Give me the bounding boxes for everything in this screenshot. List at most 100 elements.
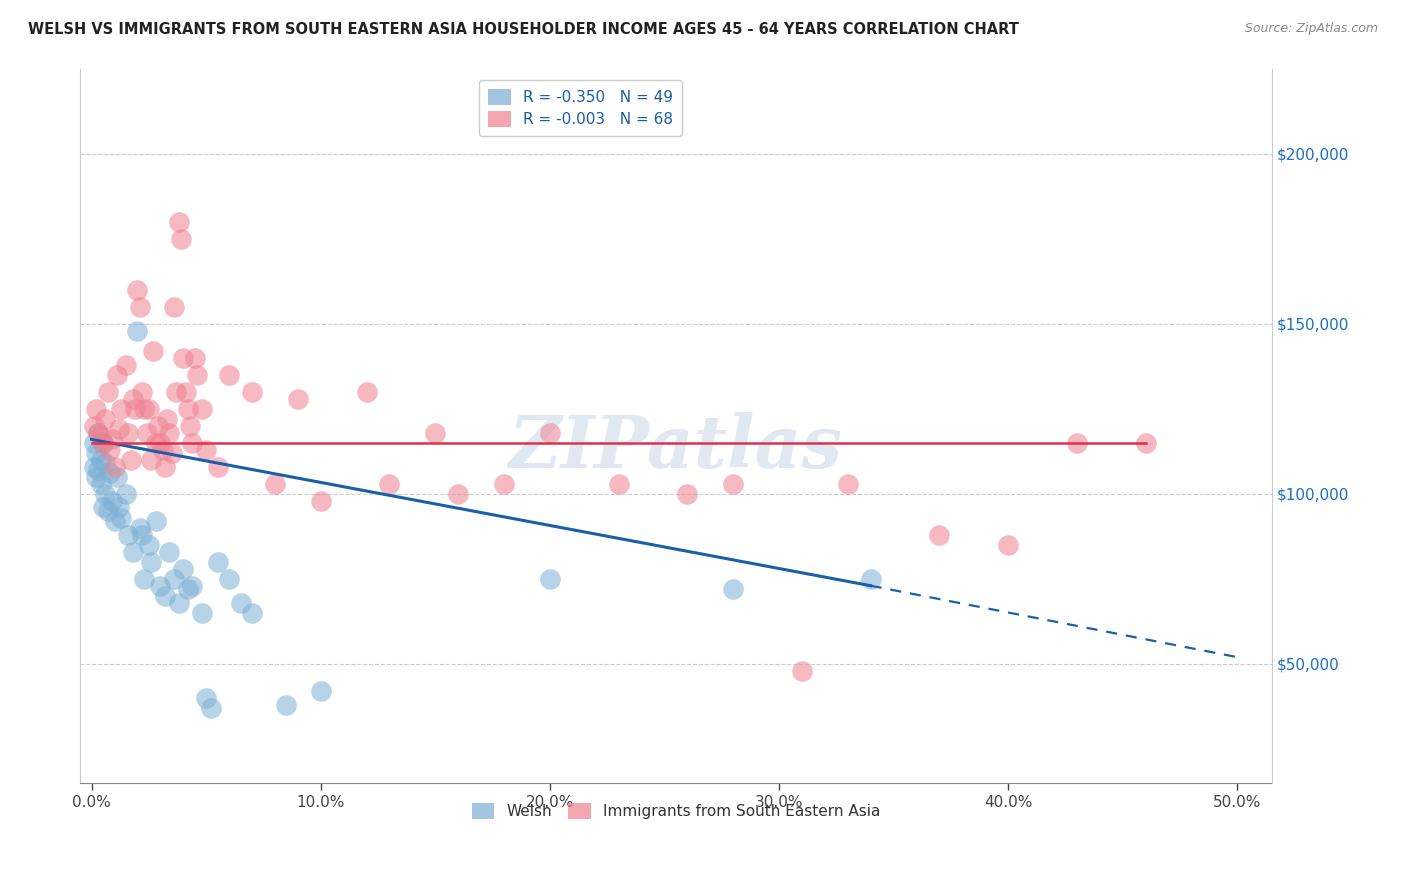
Point [142,343,165,358]
Point [159,544,181,558]
Point [163,300,186,314]
Point [145,514,167,528]
Point [538,425,561,440]
Point [149,579,172,593]
Point [163,572,186,586]
Point [120,452,142,467]
Point [97,384,120,399]
Point [105,368,128,382]
Point [127,324,149,338]
Point [127,283,149,297]
Point [108,500,131,515]
Point [170,232,193,246]
Point [124,401,146,416]
Point [264,476,287,491]
Point [492,476,515,491]
Point [91,435,114,450]
Point [207,459,229,474]
Point [676,487,699,501]
Point [90,429,112,443]
Point [607,476,630,491]
Point [90,476,112,491]
Point [83,418,105,433]
Text: WELSH VS IMMIGRANTS FROM SOUTH EASTERN ASIA HOUSEHOLDER INCOME AGES 45 - 64 YEAR: WELSH VS IMMIGRANTS FROM SOUTH EASTERN A… [28,22,1019,37]
Point [138,401,160,416]
Point [153,589,176,603]
Point [115,358,138,372]
Point [91,435,114,450]
Legend: Welsh, Immigrants from South Eastern Asia: Welsh, Immigrants from South Eastern Asi… [465,797,886,825]
Point [91,500,114,515]
Point [84,401,107,416]
Point [181,435,204,450]
Point [101,433,124,447]
Point [134,401,156,416]
Point [101,493,124,508]
Point [117,425,139,440]
Point [98,467,121,481]
Point [165,384,187,399]
Point [128,300,150,314]
Point [378,476,401,491]
Point [108,422,131,436]
Point [309,684,332,698]
Point [87,425,110,440]
Point [84,446,107,460]
Point [721,476,744,491]
Point [181,579,204,593]
Point [103,459,125,474]
Point [425,425,447,440]
Point [1135,435,1157,450]
Point [859,572,882,586]
Point [149,435,172,450]
Point [153,459,176,474]
Point [84,470,107,484]
Point [117,527,139,541]
Point [195,690,218,705]
Point [90,452,112,467]
Point [190,606,212,620]
Text: Source: ZipAtlas.com: Source: ZipAtlas.com [1244,22,1378,36]
Point [174,384,197,399]
Point [105,470,128,484]
Point [218,368,240,382]
Point [94,487,117,501]
Point [83,459,105,474]
Point [190,401,212,416]
Point [83,435,105,450]
Point [837,476,859,491]
Point [167,214,190,228]
Point [721,582,744,596]
Point [121,392,143,406]
Point [141,452,163,467]
Point [172,351,194,365]
Point [138,538,160,552]
Point [94,456,117,470]
Point [115,487,138,501]
Point [145,435,167,450]
Point [87,425,110,440]
Point [195,442,218,457]
Point [309,493,332,508]
Point [287,392,309,406]
Point [240,606,263,620]
Point [218,572,240,586]
Point [1066,435,1088,450]
Point [141,555,163,569]
Point [97,504,120,518]
Point [135,425,157,440]
Point [538,572,561,586]
Point [276,698,298,712]
Point [160,446,183,460]
Point [121,544,143,558]
Point [928,527,950,541]
Point [131,384,153,399]
Point [152,442,174,457]
Point [177,401,200,416]
Point [134,572,156,586]
Point [186,368,208,382]
Point [447,487,470,501]
Point [131,527,153,541]
Point [128,521,150,535]
Point [200,701,222,715]
